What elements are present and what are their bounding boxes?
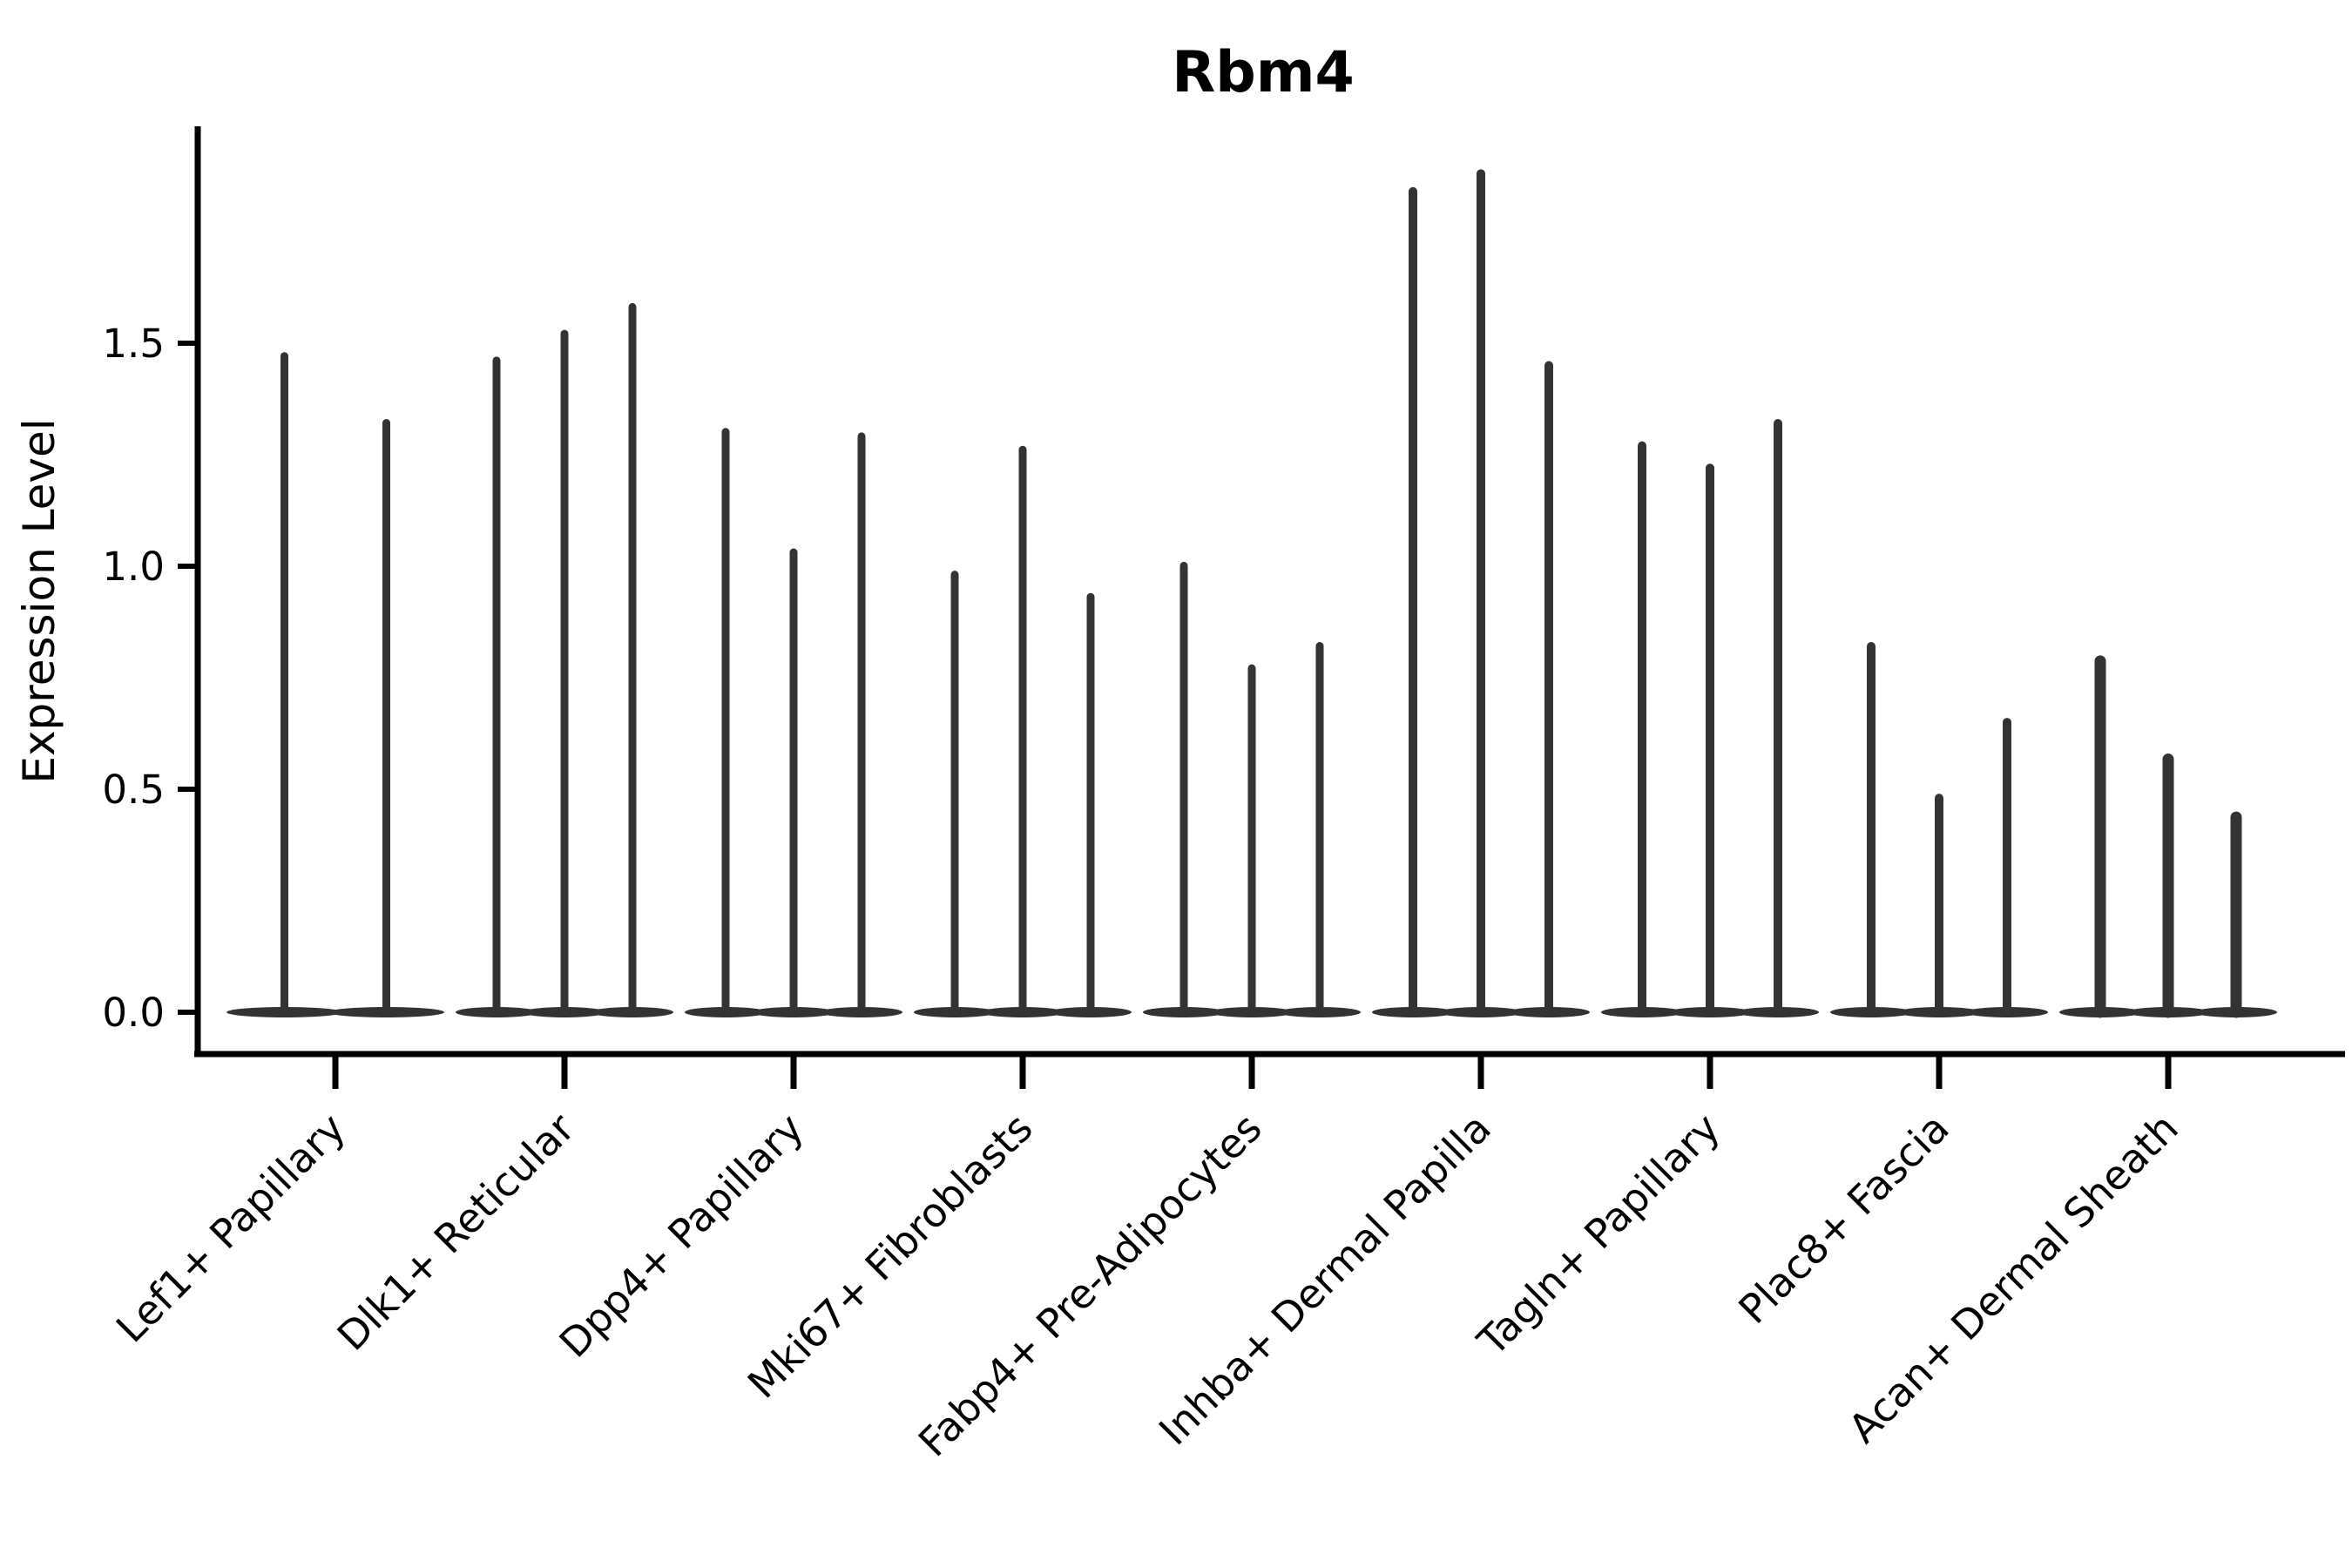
violin-group bbox=[2059, 655, 2277, 1018]
y-tick-label: 0.0 bbox=[102, 990, 165, 1036]
violin-group bbox=[226, 352, 444, 1017]
violin-group bbox=[1830, 642, 2048, 1017]
violin-group bbox=[1372, 169, 1590, 1017]
x-tick-label: Dlk1+ Reticular bbox=[328, 1105, 584, 1360]
y-tick-label: 1.0 bbox=[102, 544, 165, 590]
plot-title: Rbm4 bbox=[1172, 40, 1355, 105]
x-tick-label: Lef1+ Papillary bbox=[107, 1105, 355, 1352]
y-tick-label: 0.5 bbox=[102, 767, 165, 813]
violin-group bbox=[1143, 561, 1361, 1017]
violins-layer bbox=[226, 169, 2277, 1018]
violin-group bbox=[685, 428, 902, 1017]
y-axis-label: Expression Level bbox=[14, 418, 64, 783]
y-axis: 0.0 0.5 1.0 1.5 bbox=[102, 321, 198, 1036]
x-tick-label: Tagln+ Papillary bbox=[1468, 1105, 1729, 1366]
y-tick-label: 1.5 bbox=[102, 321, 165, 367]
violin-group bbox=[1601, 419, 1819, 1017]
violin-group bbox=[914, 445, 1132, 1017]
x-tick-label: Dpp4+ Papillary bbox=[551, 1105, 813, 1367]
violin-group bbox=[456, 302, 673, 1017]
x-tick-label: Plac8+ Fascia bbox=[1729, 1105, 1957, 1333]
